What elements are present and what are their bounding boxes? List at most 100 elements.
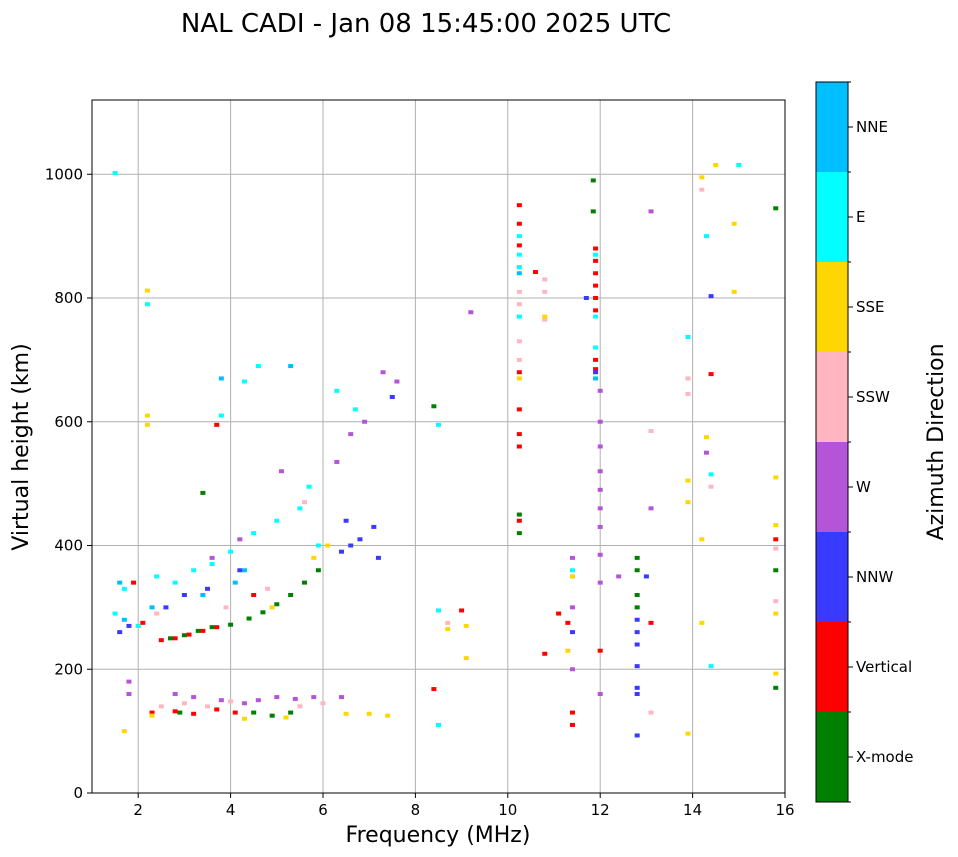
data-point-sse [732, 222, 737, 226]
data-point-nnw [570, 630, 575, 634]
data-point-ssw [517, 358, 522, 362]
data-point-w [191, 695, 196, 699]
y-tick-label: 0 [73, 784, 83, 802]
data-point-w [126, 692, 131, 696]
data-point-w [293, 697, 298, 701]
x-axis-label: Frequency (MHz) [346, 823, 531, 848]
data-point-nne [117, 581, 122, 585]
colorbar-segment [816, 82, 848, 172]
data-point-e [122, 587, 127, 591]
data-point-vertical [593, 308, 598, 312]
data-point-sse [699, 621, 704, 625]
data-point-e [145, 302, 150, 306]
data-point-e [685, 335, 690, 339]
data-point-vertical [214, 423, 219, 427]
data-point-e [436, 723, 441, 727]
data-point-x-mode [168, 636, 173, 640]
data-point-w [394, 380, 399, 384]
data-point-vertical [570, 711, 575, 715]
data-point-vertical [517, 519, 522, 523]
data-point-ssw [542, 290, 547, 294]
data-point-ssw [773, 547, 778, 551]
colorbar-segment [816, 262, 848, 352]
data-point-vertical [517, 370, 522, 374]
data-point-w [570, 556, 575, 560]
data-point-sse [150, 714, 155, 718]
data-point-w [242, 701, 247, 705]
data-point-ssw [297, 704, 302, 708]
data-point-nnw [644, 574, 649, 578]
data-point-vertical [556, 612, 561, 616]
data-point-w [598, 581, 603, 585]
data-point-sse [713, 163, 718, 167]
data-point-x-mode [200, 491, 205, 495]
data-point-vertical [459, 608, 464, 612]
y-tick-label: 400 [54, 537, 83, 555]
colorbar-label: X-mode [856, 748, 913, 766]
data-point-x-mode [302, 581, 307, 585]
data-point-nnw [126, 624, 131, 628]
data-point-e [136, 624, 141, 628]
data-point-x-mode [228, 623, 233, 627]
data-point-vertical [140, 621, 145, 625]
data-point-e [436, 608, 441, 612]
data-point-w [381, 370, 386, 374]
data-point-sse [685, 500, 690, 504]
data-point-ssw [542, 277, 547, 281]
data-point-w [334, 460, 339, 464]
data-point-w [598, 506, 603, 510]
data-point-sse [344, 712, 349, 716]
data-point-x-mode [591, 178, 596, 182]
data-point-vertical [200, 629, 205, 633]
data-point-x-mode [591, 209, 596, 213]
data-point-x-mode [773, 206, 778, 210]
data-point-nne [517, 271, 522, 275]
data-point-e [517, 315, 522, 319]
data-point-w [598, 445, 603, 449]
data-point-e [517, 265, 522, 269]
data-point-sse [242, 717, 247, 721]
data-point-w [598, 553, 603, 557]
data-point-x-mode [274, 602, 279, 606]
data-point-vertical [173, 709, 178, 713]
data-point-ssw [154, 612, 159, 616]
data-point-sse [145, 414, 150, 418]
data-point-w [279, 469, 284, 473]
data-point-sse [570, 574, 575, 578]
data-point-vertical [570, 723, 575, 727]
data-point-sse [145, 423, 150, 427]
data-point-x-mode [210, 625, 215, 629]
y-tick-label: 200 [54, 660, 83, 678]
data-point-sse [122, 729, 127, 733]
data-point-x-mode [635, 605, 640, 609]
data-point-ssw [321, 701, 326, 705]
data-point-e [353, 407, 358, 411]
data-point-sse [325, 544, 330, 548]
data-point-vertical [517, 222, 522, 226]
data-point-w [362, 420, 367, 424]
data-point-vertical [431, 687, 436, 691]
data-point-sse [542, 315, 547, 319]
data-point-x-mode [288, 593, 293, 597]
data-point-sse [517, 376, 522, 380]
data-point-vertical [131, 581, 136, 585]
data-point-ssw [709, 485, 714, 489]
data-point-e [736, 163, 741, 167]
data-point-nnw [371, 525, 376, 529]
data-point-vertical [187, 633, 192, 637]
data-point-nne [233, 581, 238, 585]
y-axis-ticks: 0 200 400 600 800 1000 [45, 165, 92, 802]
data-point-e [517, 253, 522, 257]
data-point-vertical [214, 625, 219, 629]
data-point-x-mode [251, 711, 256, 715]
data-point-vertical [517, 432, 522, 436]
chart-title: NAL CADI - Jan 08 15:45:00 2025 UTC [181, 9, 671, 39]
data-point-ssw [649, 711, 654, 715]
data-point-ssw [302, 500, 307, 504]
data-point-x-mode [177, 711, 182, 715]
data-point-e [334, 389, 339, 393]
data-point-vertical [598, 649, 603, 653]
colorbar-label: NNW [856, 568, 893, 586]
data-point-ssw [517, 290, 522, 294]
data-point-vertical [517, 243, 522, 247]
